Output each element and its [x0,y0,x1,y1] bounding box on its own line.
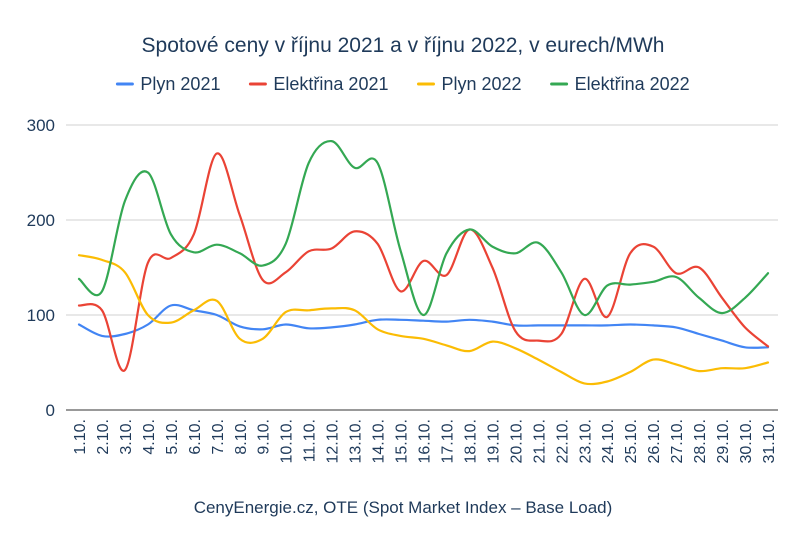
y-axis-ticks: 0 100 200 300 [27,116,55,420]
x-tick-label: 31.10. [761,419,778,463]
x-tick-label: 30.10. [738,419,755,463]
legend: Plyn 2021 Elektřina 2021 Plyn 2022 Elektřin… [115,74,690,94]
series-lines [77,139,770,386]
x-tick-label: 16.10. [417,419,434,463]
series-line-3 [77,139,770,317]
x-tick-label: 10.10. [279,419,296,463]
legend-item-1: Elektřina 2021 [248,74,388,94]
x-tick-label: 12.10. [325,419,342,463]
y-tick-label: 0 [46,401,55,420]
x-tick-label: 15.10. [394,419,411,463]
x-tick-label: 4.10. [141,419,158,455]
x-tick-label: 24.10. [600,419,617,463]
x-tick-label: 23.10. [577,419,594,463]
x-tick-label: 28.10. [692,419,709,463]
legend-label: Elektřina 2021 [273,74,388,94]
x-tick-label: 25.10. [623,419,640,463]
legend-item-0: Plyn 2021 [115,74,220,94]
x-tick-label: 8.10. [233,419,250,455]
x-tick-label: 11.10. [302,419,319,462]
chart-title: Spotové ceny v říjnu 2021 a v říjnu 2022… [142,34,665,57]
x-tick-label: 19.10. [485,419,502,463]
x-tick-label: 6.10. [187,419,204,455]
x-axis-ticks: 1.10. 2.10. 3.10. 4.10. 5.10. 6.10. 7.10. 8.10.… [72,419,778,463]
x-tick-label: 18.10. [462,419,479,463]
x-tick-label: 7.10. [210,419,227,455]
x-tick-label: 2.10. [95,419,112,455]
x-tick-label: 1.10. [72,419,89,455]
x-tick-label: 20.10. [508,419,525,463]
x-tick-label: 5.10. [164,419,181,455]
legend-item-2: Plyn 2022 [417,74,522,94]
legend-label: Plyn 2021 [140,74,220,94]
series-line-1 [77,152,770,372]
x-tick-label: 14.10. [371,419,388,463]
x-tick-label: 9.10. [256,419,273,455]
x-axis-label: CenyEnergie.cz, OTE (Spot Market Index –… [194,498,613,517]
x-tick-label: 21.10. [531,419,548,463]
legend-label: Elektřina 2022 [575,74,690,94]
y-tick-label: 200 [27,211,55,230]
x-tick-label: 29.10. [715,419,732,463]
series-line-2 [77,254,770,386]
y-tick-label: 300 [27,116,55,135]
legend-item-3: Elektřina 2022 [550,74,690,94]
x-tick-label: 17.10. [439,419,456,463]
legend-label: Plyn 2022 [442,74,522,94]
x-tick-label: 22.10. [554,419,571,463]
x-tick-label: 27.10. [669,419,686,463]
x-tick-label: 13.10. [348,419,365,463]
x-tick-label: 3.10. [118,419,135,455]
x-tick-label: 26.10. [646,419,663,463]
series-line-0 [77,303,770,349]
y-tick-label: 100 [27,306,55,325]
